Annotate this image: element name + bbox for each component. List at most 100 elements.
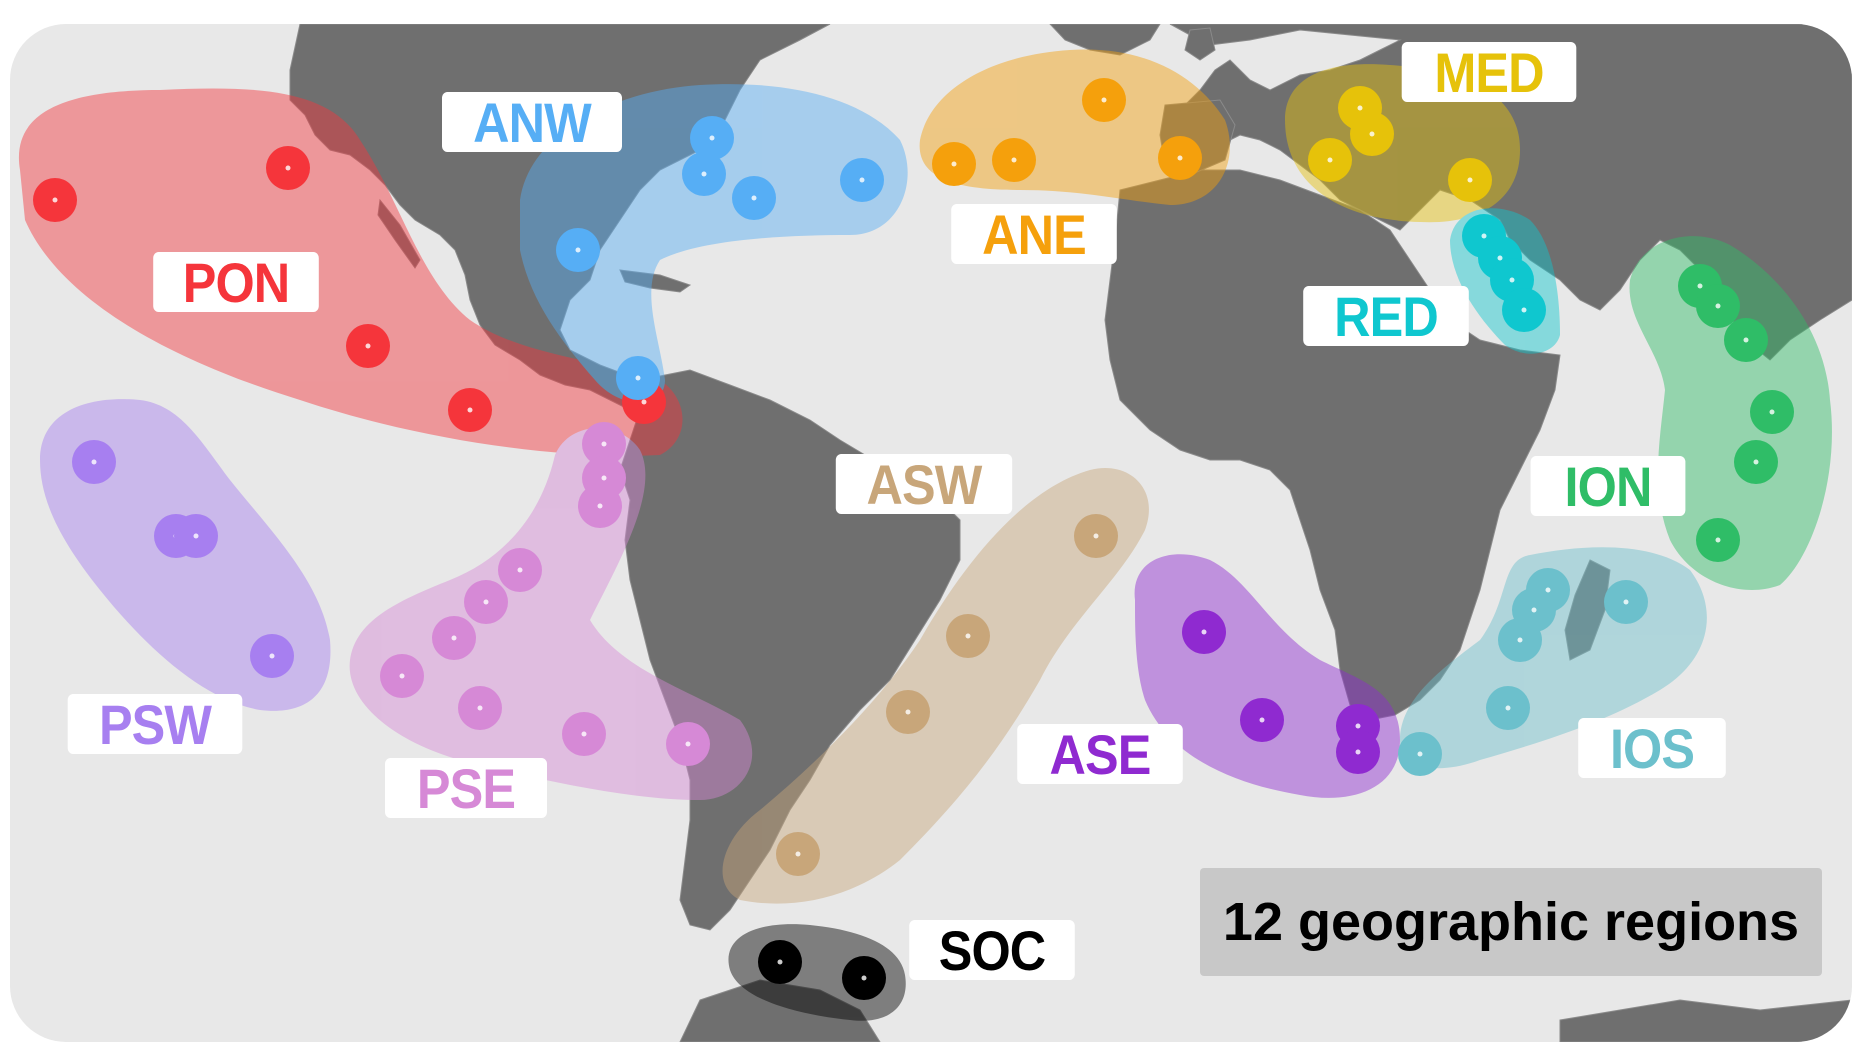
africa-landmass	[1104, 169, 1561, 721]
region-label-ion-text: ION	[1564, 454, 1653, 518]
region-label-ios: IOS	[1578, 716, 1726, 780]
anw-region-area	[520, 84, 908, 403]
region-label-psw-text: PSW	[98, 692, 212, 756]
sampling-point-center-pon	[365, 343, 371, 349]
sampling-point-center-pon	[285, 165, 291, 171]
region-label-asw-text: ASW	[866, 452, 983, 516]
sampling-point-center-pon	[467, 407, 473, 413]
region-label-soc: SOC	[909, 918, 1075, 982]
sampling-point-center-soc	[861, 975, 867, 981]
sampling-point-center-psw	[193, 533, 199, 539]
sampling-point-center-pse	[477, 705, 483, 711]
caribbean-islands	[619, 269, 692, 293]
region-label-asw: ASW	[835, 452, 1013, 516]
sampling-point-center-asw	[965, 633, 971, 639]
sampling-point-center-ion	[1697, 283, 1703, 289]
region-label-anw-text: ANW	[473, 90, 592, 154]
sampling-point-center-anw	[701, 171, 707, 177]
region-label-red: RED	[1303, 284, 1469, 348]
region-label-ane-text: ANE	[982, 202, 1087, 266]
sampling-point-center-ase	[1201, 629, 1207, 635]
sampling-point-center-soc	[777, 959, 783, 965]
sampling-point-center-ion	[1753, 459, 1759, 465]
sampling-point-center-pse	[483, 599, 489, 605]
region-label-psw: PSW	[67, 692, 243, 756]
sampling-point-center-ios	[1505, 705, 1511, 711]
region-label-ane: ANE	[951, 202, 1117, 266]
sampling-point-center-ion	[1715, 303, 1721, 309]
madagascar-landmass	[1564, 559, 1611, 661]
region-areas	[18, 49, 1832, 1021]
baja-california	[377, 198, 421, 269]
antarctica-east-landmass	[1559, 999, 1852, 1042]
antarctica-landmass	[679, 979, 881, 1042]
sampling-point-center-anw	[859, 177, 865, 183]
sampling-point-center-ane	[1011, 157, 1017, 163]
sampling-point-center-med	[1327, 157, 1333, 163]
sampling-point-center-ion	[1743, 337, 1749, 343]
sampling-point-center-pse	[517, 567, 523, 573]
region-label-ios-text: IOS	[1609, 716, 1695, 780]
region-label-med-text: MED	[1434, 40, 1544, 104]
region-label-soc-text: SOC	[938, 918, 1046, 982]
sampling-point-center-asw	[1093, 533, 1099, 539]
pse-region-area	[349, 428, 753, 800]
sampling-point-center-pse	[601, 475, 607, 481]
region-label-pon: PON	[153, 250, 319, 314]
sampling-point-center-red	[1497, 255, 1503, 261]
uk-landmass	[1184, 27, 1216, 61]
greenland-landmass	[1048, 24, 1161, 56]
sampling-point-center-ase	[1355, 749, 1361, 755]
sampling-point-center-pse	[399, 673, 405, 679]
sampling-point-center-med	[1369, 131, 1375, 137]
sampling-point-center-pse	[597, 503, 603, 509]
sampling-point-center-red	[1521, 307, 1527, 313]
sampling-point-center-red	[1509, 277, 1515, 283]
sampling-point-center-med	[1357, 105, 1363, 111]
region-label-pon-text: PON	[182, 250, 290, 314]
sampling-point-center-ase	[1259, 717, 1265, 723]
sampling-point-center-asw	[905, 709, 911, 715]
sampling-point-center-med	[1467, 177, 1473, 183]
sampling-point-center-ios	[1517, 637, 1523, 643]
summary-caption-text: 12 geographic regions	[1222, 892, 1800, 952]
sampling-point-center-pse	[601, 441, 607, 447]
north-america-landmass	[289, 24, 831, 421]
sampling-point-center-anw	[575, 247, 581, 253]
region-label-pse: PSE	[385, 756, 547, 820]
sampling-point-center-ios	[1545, 587, 1551, 593]
summary-caption: 12 geographic regions	[1200, 868, 1822, 976]
sampling-point-center-pse	[451, 635, 457, 641]
pon-region-area	[18, 88, 683, 456]
sampling-point-center-psw	[269, 653, 275, 659]
region-label-red-text: RED	[1334, 284, 1439, 348]
region-label-ase-text: ASE	[1049, 722, 1152, 786]
region-label-ase: ASE	[1017, 722, 1183, 786]
sampling-point-center-ios	[1623, 599, 1629, 605]
sampling-point-center-pse	[581, 731, 587, 737]
sampling-point-center-pse	[685, 741, 691, 747]
region-label-anw: ANW	[442, 90, 622, 154]
sampling-point-center-red	[1481, 233, 1487, 239]
sampling-point-center-ane	[1177, 155, 1183, 161]
sampling-points	[33, 78, 1794, 1000]
sampling-point-center-ane	[1101, 97, 1107, 103]
sampling-point-center-psw	[91, 459, 97, 465]
sampling-point-center-ase	[1355, 723, 1361, 729]
region-label-med: MED	[1401, 40, 1577, 104]
region-label-ion: ION	[1530, 454, 1686, 518]
land-masses	[289, 24, 1852, 1042]
sampling-point-center-ane	[951, 161, 957, 167]
sampling-point-center-pon	[641, 399, 647, 405]
sampling-point-center-anw	[709, 135, 715, 141]
sampling-point-center-ios	[1417, 751, 1423, 757]
sampling-point-center-anw	[751, 195, 757, 201]
region-label-pse-text: PSE	[416, 756, 516, 820]
sampling-point-center-asw	[795, 851, 801, 857]
sampling-point-center-ion	[1715, 537, 1721, 543]
asw-region-area	[722, 468, 1149, 904]
sampling-point-center-pon	[52, 197, 58, 203]
sampling-point-center-anw	[635, 375, 641, 381]
eurasia-landmass	[1164, 24, 1852, 361]
